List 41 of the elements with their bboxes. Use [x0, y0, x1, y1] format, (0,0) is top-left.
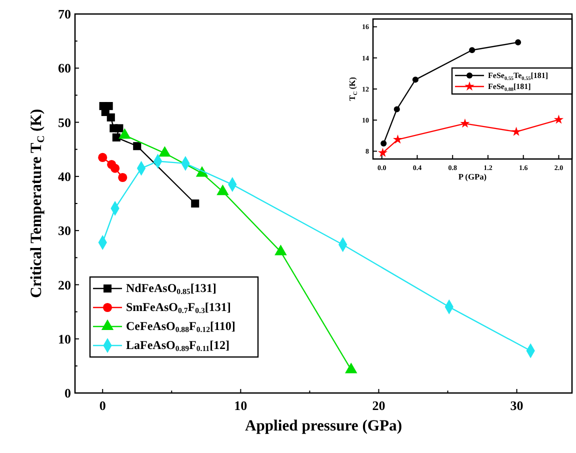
point — [511, 126, 522, 136]
y-tick-label: 60 — [58, 60, 71, 76]
point — [274, 244, 287, 256]
point — [106, 113, 115, 122]
point — [191, 199, 200, 208]
y-tick-label: 0 — [64, 386, 71, 401]
point — [112, 133, 120, 142]
legend-label: LaFeAsO$_{0.89}$F$_{0.11}$[12] — [126, 338, 230, 354]
point — [133, 142, 142, 150]
y-tick-label: 50 — [58, 114, 71, 130]
y-tick-label: 40 — [58, 168, 71, 184]
point — [412, 76, 418, 83]
legend-label: NdFeAsO$_{0.85}$[131] — [126, 281, 216, 296]
y-tick-label: 70 — [58, 6, 71, 22]
y-tick-label: 30 — [58, 223, 71, 238]
point — [554, 114, 564, 124]
legend-label: FeSe$_{0.88}$[181] — [488, 82, 532, 92]
x-tick-label: 30 — [510, 398, 524, 413]
legend-label: FeSe$_{0.55}$Te$_{0.55}$[181] — [488, 70, 548, 82]
x-axis-title: Applied pressure (GPa) — [244, 418, 402, 435]
point — [380, 140, 387, 146]
point — [460, 118, 470, 128]
x-tick-label: 0 — [99, 398, 106, 413]
point — [392, 134, 403, 144]
x-tick-label: 10 — [234, 398, 248, 413]
point — [394, 106, 400, 112]
x-axis-title: P (GPa) — [458, 172, 487, 182]
legend-label: CeFeAsO$_{0.88}$F$_{0.12}$[110] — [126, 319, 236, 334]
point — [115, 124, 124, 132]
point — [515, 39, 522, 46]
point — [378, 148, 388, 157]
point — [344, 362, 358, 374]
y-tick-label: 10 — [58, 331, 71, 346]
point — [469, 47, 476, 54]
x-tick-label: 20 — [372, 398, 386, 413]
legend-label: SmFeAsO$_{0.7}$F$_{0.3}$[131] — [126, 300, 231, 316]
point — [110, 164, 120, 173]
point — [98, 152, 108, 162]
point — [118, 172, 128, 182]
y-tick-label: 20 — [58, 277, 71, 292]
point — [216, 184, 229, 196]
